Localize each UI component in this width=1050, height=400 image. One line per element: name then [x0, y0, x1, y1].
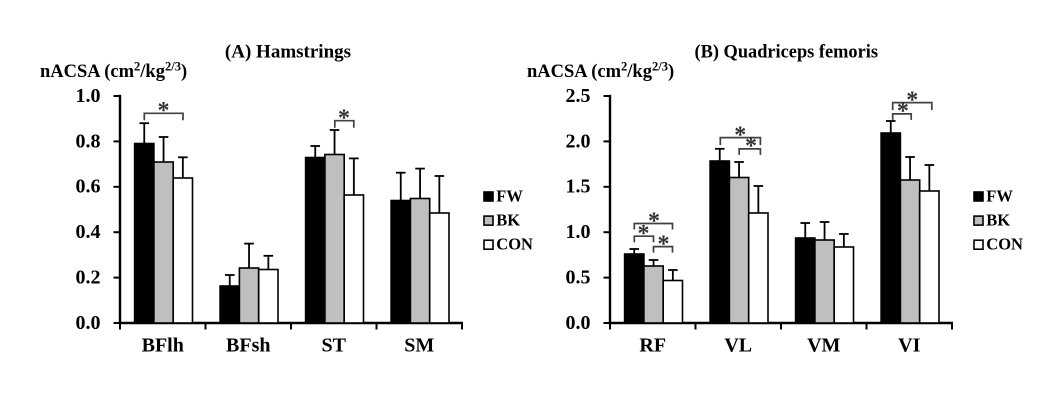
svg-text:*: *: [745, 134, 757, 160]
svg-text:2.5: 2.5: [566, 85, 591, 107]
svg-text:*: *: [638, 221, 650, 247]
svg-text:CON: CON: [496, 235, 533, 254]
svg-text:*: *: [906, 87, 918, 113]
svg-text:FW: FW: [986, 187, 1013, 206]
svg-text:(B) Quadriceps femoris: (B) Quadriceps femoris: [695, 42, 879, 63]
svg-text:ST: ST: [322, 335, 347, 357]
svg-text:*: *: [648, 208, 660, 234]
svg-text:0.0: 0.0: [76, 312, 101, 334]
svg-text:0.2: 0.2: [76, 267, 101, 289]
svg-text:0.5: 0.5: [566, 267, 591, 289]
svg-text:0.4: 0.4: [76, 221, 101, 243]
svg-text:*: *: [658, 231, 670, 257]
svg-text:0.8: 0.8: [76, 130, 101, 152]
svg-text:RF: RF: [639, 335, 666, 357]
svg-text:*: *: [338, 106, 350, 132]
svg-text:VI: VI: [898, 335, 920, 357]
svg-text:1.5: 1.5: [566, 176, 591, 198]
svg-text:1.0: 1.0: [76, 85, 101, 107]
svg-text:nACSA (cm2/kg2/3): nACSA (cm2/kg2/3): [40, 60, 187, 83]
svg-text:BK: BK: [496, 211, 520, 230]
svg-text:(A) Hamstrings: (A) Hamstrings: [225, 42, 351, 63]
svg-text:1.0: 1.0: [566, 221, 591, 243]
svg-text:2.0: 2.0: [566, 130, 591, 152]
svg-text:*: *: [734, 122, 746, 148]
svg-text:nACSA (cm2/kg2/3): nACSA (cm2/kg2/3): [527, 60, 674, 83]
svg-text:0.6: 0.6: [76, 176, 101, 198]
svg-text:BFlh: BFlh: [142, 335, 184, 357]
svg-text:*: *: [897, 99, 909, 125]
svg-text:SM: SM: [404, 335, 434, 357]
svg-text:0.0: 0.0: [566, 312, 591, 334]
svg-text:VM: VM: [807, 335, 840, 357]
svg-text:BFsh: BFsh: [226, 335, 270, 357]
svg-text:FW: FW: [496, 187, 523, 206]
svg-text:*: *: [158, 98, 170, 124]
svg-text:CON: CON: [986, 235, 1023, 254]
svg-text:VL: VL: [724, 335, 752, 357]
svg-text:BK: BK: [986, 211, 1010, 230]
